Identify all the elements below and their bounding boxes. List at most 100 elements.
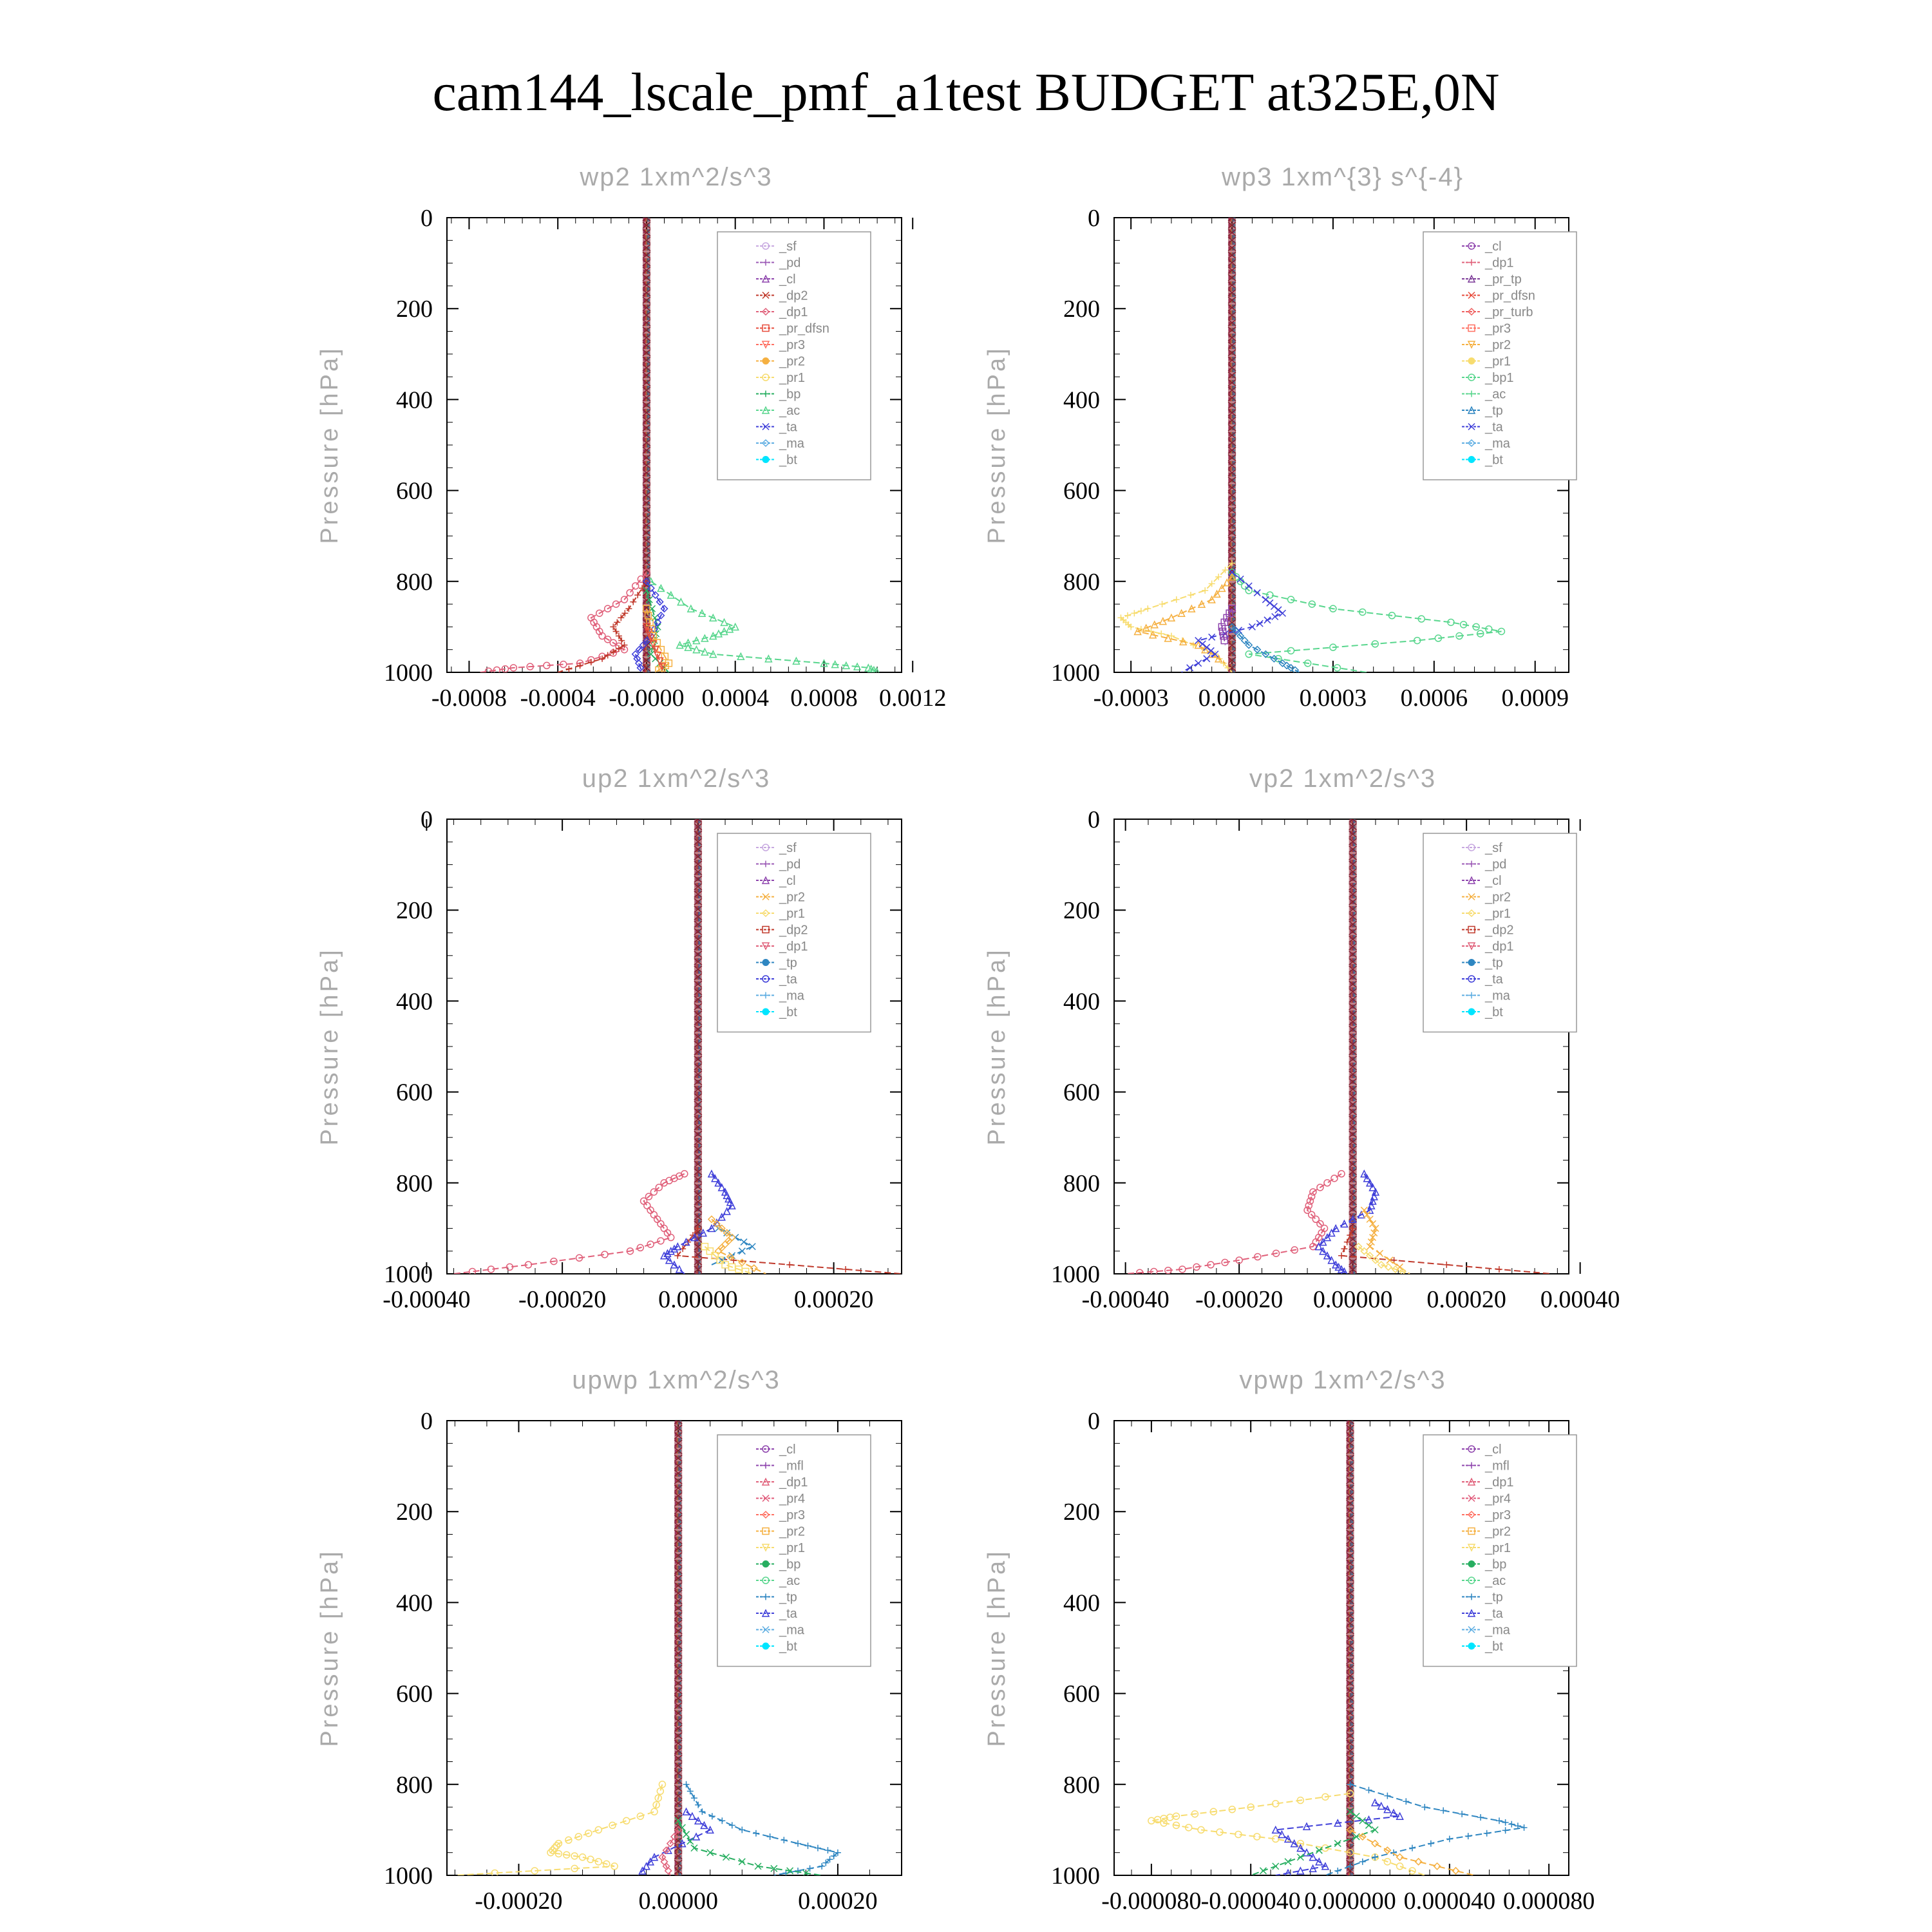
- series-point-tp: [1334, 1867, 1341, 1874]
- series-point-dp1: [1316, 1184, 1324, 1191]
- series-point-tp: [794, 1867, 801, 1874]
- series-point-ta: [1264, 616, 1271, 624]
- legend-label: _tp: [1484, 956, 1503, 971]
- series-point-bp: [678, 1824, 686, 1832]
- series-point-bp1: [1459, 621, 1468, 629]
- legend-label: _ac: [779, 1574, 800, 1588]
- series-point-dp1: [509, 664, 518, 672]
- series-point-dp2: [621, 610, 629, 617]
- series-point-dp1: [1207, 1261, 1215, 1269]
- series-point-ta: [1365, 1815, 1373, 1824]
- series-point-pr2: [661, 652, 669, 661]
- legend-box: [717, 1434, 871, 1667]
- series-point-ac: [820, 659, 828, 667]
- series-point-dp1: [667, 1233, 675, 1242]
- series-point-tp: [708, 1813, 715, 1820]
- legend-label: _pr2: [1484, 891, 1511, 905]
- legend-label: _ac: [1484, 1574, 1506, 1588]
- series-point-ta: [663, 1249, 672, 1257]
- series-point-ta: [667, 1247, 675, 1255]
- legend-box: [717, 231, 871, 480]
- series-point-ac: [667, 591, 676, 599]
- series-point-dp1: [1307, 1193, 1316, 1200]
- series-point-pr1: [565, 1836, 573, 1844]
- series-point-pr2: [1194, 640, 1202, 649]
- series-point-pr1: [1224, 664, 1231, 671]
- y-tick-label: 600: [396, 1079, 433, 1106]
- legend-marker: [762, 1577, 770, 1584]
- series-point-dp1: [603, 605, 612, 612]
- series-point-ta: [707, 1224, 716, 1233]
- series-point-tp: [1365, 1786, 1372, 1794]
- series-point-pr1: [602, 1860, 611, 1868]
- x-tick-label: -0.0004: [520, 685, 596, 712]
- legend-marker: [1468, 893, 1475, 901]
- series-point-pr1: [574, 1833, 583, 1841]
- series-point-ta: [1271, 612, 1279, 621]
- series-point-dp1: [674, 1826, 683, 1834]
- series-point-ta: [1377, 1801, 1385, 1810]
- legend-marker: [1467, 909, 1476, 918]
- x-tick-label: -0.00020: [475, 1888, 562, 1915]
- legend-label: _pr4: [1484, 1492, 1511, 1506]
- y-axis-label: Pressure [hPa]: [316, 346, 343, 544]
- legend-label: _bp1: [1484, 371, 1514, 385]
- legend-marker: [1468, 1642, 1475, 1650]
- series-point-dp1: [1331, 1174, 1338, 1182]
- series-point-tp: [1253, 645, 1262, 654]
- series-point-ac: [714, 629, 723, 638]
- series-point-pr2: [1213, 589, 1221, 598]
- legend-marker: [761, 406, 770, 414]
- legend-marker: [1468, 242, 1475, 250]
- y-tick-label: 400: [1063, 1589, 1100, 1616]
- series-point-ac: [764, 654, 773, 663]
- legend-label: _ma: [779, 437, 805, 451]
- series-point-pr1: [1321, 1844, 1329, 1852]
- series-line-dp1: [453, 1173, 685, 1274]
- series-point-bp: [643, 587, 650, 594]
- series-point-tp: [1291, 666, 1300, 672]
- series-point-pr1: [594, 1858, 603, 1866]
- legend-label: _mfl: [779, 1459, 804, 1473]
- legend-marker: [761, 942, 770, 951]
- series-point-dp2: [614, 619, 621, 626]
- series-point-bp: [1346, 1808, 1354, 1815]
- series-point-pr2: [712, 1220, 721, 1228]
- series-point-dp1: [1193, 1263, 1200, 1271]
- series-point-ta: [1357, 1210, 1366, 1218]
- series-point-dp1: [601, 1251, 609, 1258]
- legend: _sf _pd _cl _pr2 _pr1 _dp2 _dp1 _tp_ta _ma _bt: [1423, 833, 1577, 1033]
- series-point-dp2: [587, 659, 594, 666]
- series-point-bp1: [1228, 568, 1236, 576]
- series-point-ta: [659, 1251, 668, 1260]
- series-point-ta: [1256, 620, 1264, 627]
- series-point-ta: [643, 636, 651, 645]
- series-point-ta: [1198, 640, 1206, 648]
- y-tick-label: 0: [1088, 806, 1100, 833]
- x-tick-label: 0.0006: [1401, 685, 1468, 712]
- series-point-pr2: [1167, 613, 1176, 622]
- legend-label: _bt: [1484, 453, 1503, 468]
- series-point-ta: [1331, 1260, 1340, 1269]
- series-point-ta: [694, 1816, 703, 1825]
- legend-label: _dp2: [779, 289, 808, 303]
- y-tick-label: 1000: [384, 659, 433, 687]
- legend-marker: [1468, 925, 1475, 934]
- series-point-pr2: [1159, 616, 1168, 625]
- legend-label: _pr1: [779, 1541, 805, 1555]
- series-point-pr1: [1159, 601, 1166, 608]
- series-line-ta: [1274, 1802, 1402, 1875]
- legend-marker: [761, 341, 770, 349]
- series-point-ta: [1315, 1857, 1323, 1866]
- series-point-dp1: [575, 1254, 583, 1262]
- series-point-ac: [657, 583, 665, 592]
- series-point-bp: [1272, 1862, 1280, 1870]
- series-point-bp: [674, 1817, 682, 1824]
- series-point-bp1: [1485, 625, 1493, 633]
- series-point-bp: [786, 1867, 794, 1875]
- series-point-dp1: [1291, 1246, 1298, 1254]
- x-tick-label: 0.00000: [1313, 1286, 1393, 1313]
- series-point-tp: [1347, 1781, 1354, 1788]
- series-point-dp1: [1272, 1249, 1280, 1257]
